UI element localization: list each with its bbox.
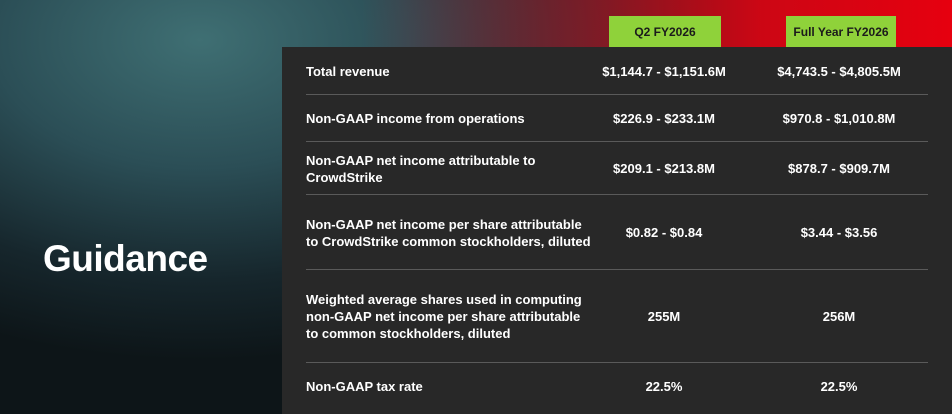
column-header-q2: Q2 FY2026 xyxy=(609,16,721,48)
row-label: Total revenue xyxy=(306,63,390,79)
guidance-table: Total revenue $1,144.7 - $1,151.6M $4,74… xyxy=(282,47,952,414)
row-value-q2: $226.9 - $233.1M xyxy=(613,111,715,126)
table-row: Non-GAAP net income attributable to Crow… xyxy=(306,142,952,195)
table-row: Non-GAAP tax rate 22.5% 22.5% xyxy=(306,363,952,409)
row-label: Non-GAAP income from operations xyxy=(306,111,525,126)
row-value-full-year: $878.7 - $909.7M xyxy=(788,161,890,176)
row-label: Weighted average shares used in computin… xyxy=(306,292,582,341)
table-row: Non-GAAP net income per share attributab… xyxy=(306,195,952,270)
slide-title: Guidance xyxy=(43,238,208,279)
row-label: Non-GAAP tax rate xyxy=(306,378,423,394)
column-header-full-year: Full Year FY2026 xyxy=(786,16,896,48)
row-value-q2: 22.5% xyxy=(645,378,683,394)
row-value-full-year: $4,743.5 - $4,805.5M xyxy=(777,63,901,79)
table-row: Non-GAAP income from operations $226.9 -… xyxy=(306,95,952,142)
row-value-q2: $209.1 - $213.8M xyxy=(613,161,715,176)
row-label: Non-GAAP net income per share attributab… xyxy=(306,216,591,249)
table-row: Total revenue $1,144.7 - $1,151.6M $4,74… xyxy=(306,47,952,95)
row-value-full-year: 256M xyxy=(822,309,856,324)
row-value-full-year: 22.5% xyxy=(820,378,858,394)
row-value-q2: $1,144.7 - $1,151.6M xyxy=(602,63,726,79)
row-value-full-year: $3.44 - $3.56 xyxy=(800,225,878,240)
row-value-q2: $0.82 - $0.84 xyxy=(625,225,703,240)
row-label: Non-GAAP net income attributable to Crow… xyxy=(306,152,536,185)
row-value-q2: 255M xyxy=(647,309,681,324)
table-row: Weighted average shares used in computin… xyxy=(306,270,952,363)
row-value-full-year: $970.8 - $1,010.8M xyxy=(782,111,896,126)
